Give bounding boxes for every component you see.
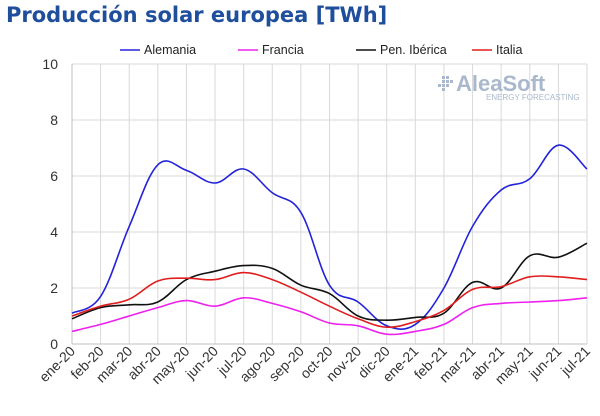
y-tick-label: 2 bbox=[50, 280, 58, 296]
y-tick-label: 4 bbox=[50, 224, 58, 240]
series-line-pen-ib-rica bbox=[71, 242, 588, 322]
series-lines bbox=[71, 144, 588, 336]
x-tick-label: jun-21 bbox=[525, 343, 565, 383]
legend-label-alemania: Alemania bbox=[144, 43, 196, 57]
legend-label-francia: Francia bbox=[262, 43, 304, 57]
y-tick-label: 0 bbox=[50, 336, 58, 352]
x-tick-label: jun-20 bbox=[182, 343, 222, 383]
y-tick-label: 10 bbox=[42, 56, 58, 72]
x-tick-labels: ene-20feb-20mar-20abr-20may-20jun-20jul-… bbox=[36, 343, 593, 387]
y-tick-label: 8 bbox=[50, 112, 58, 128]
chart-title: Producción solar europea [TWh] bbox=[6, 3, 388, 27]
legend-label-italia: Italia bbox=[496, 43, 522, 57]
legend-label-pen-ib-rica: Pen. Ibérica bbox=[380, 43, 447, 57]
logo-mark-icon bbox=[438, 76, 453, 91]
series-line-italia bbox=[71, 271, 588, 329]
logo-name: AleaSoft bbox=[456, 71, 546, 96]
series-line-francia bbox=[71, 296, 588, 336]
y-tick-label: 6 bbox=[50, 168, 58, 184]
logo-tagline: ENERGY FORECASTING bbox=[486, 93, 580, 102]
x-tick-label: jul-21 bbox=[557, 343, 593, 379]
aleasoft-logo: AleaSoft ENERGY FORECASTING bbox=[438, 71, 580, 102]
y-tick-labels: 0 2 4 6 8 10 bbox=[42, 56, 58, 352]
series-line-alemania bbox=[71, 144, 588, 330]
axes bbox=[71, 64, 587, 345]
legend: Alemania Francia Pen. Ibérica Italia bbox=[120, 43, 522, 57]
